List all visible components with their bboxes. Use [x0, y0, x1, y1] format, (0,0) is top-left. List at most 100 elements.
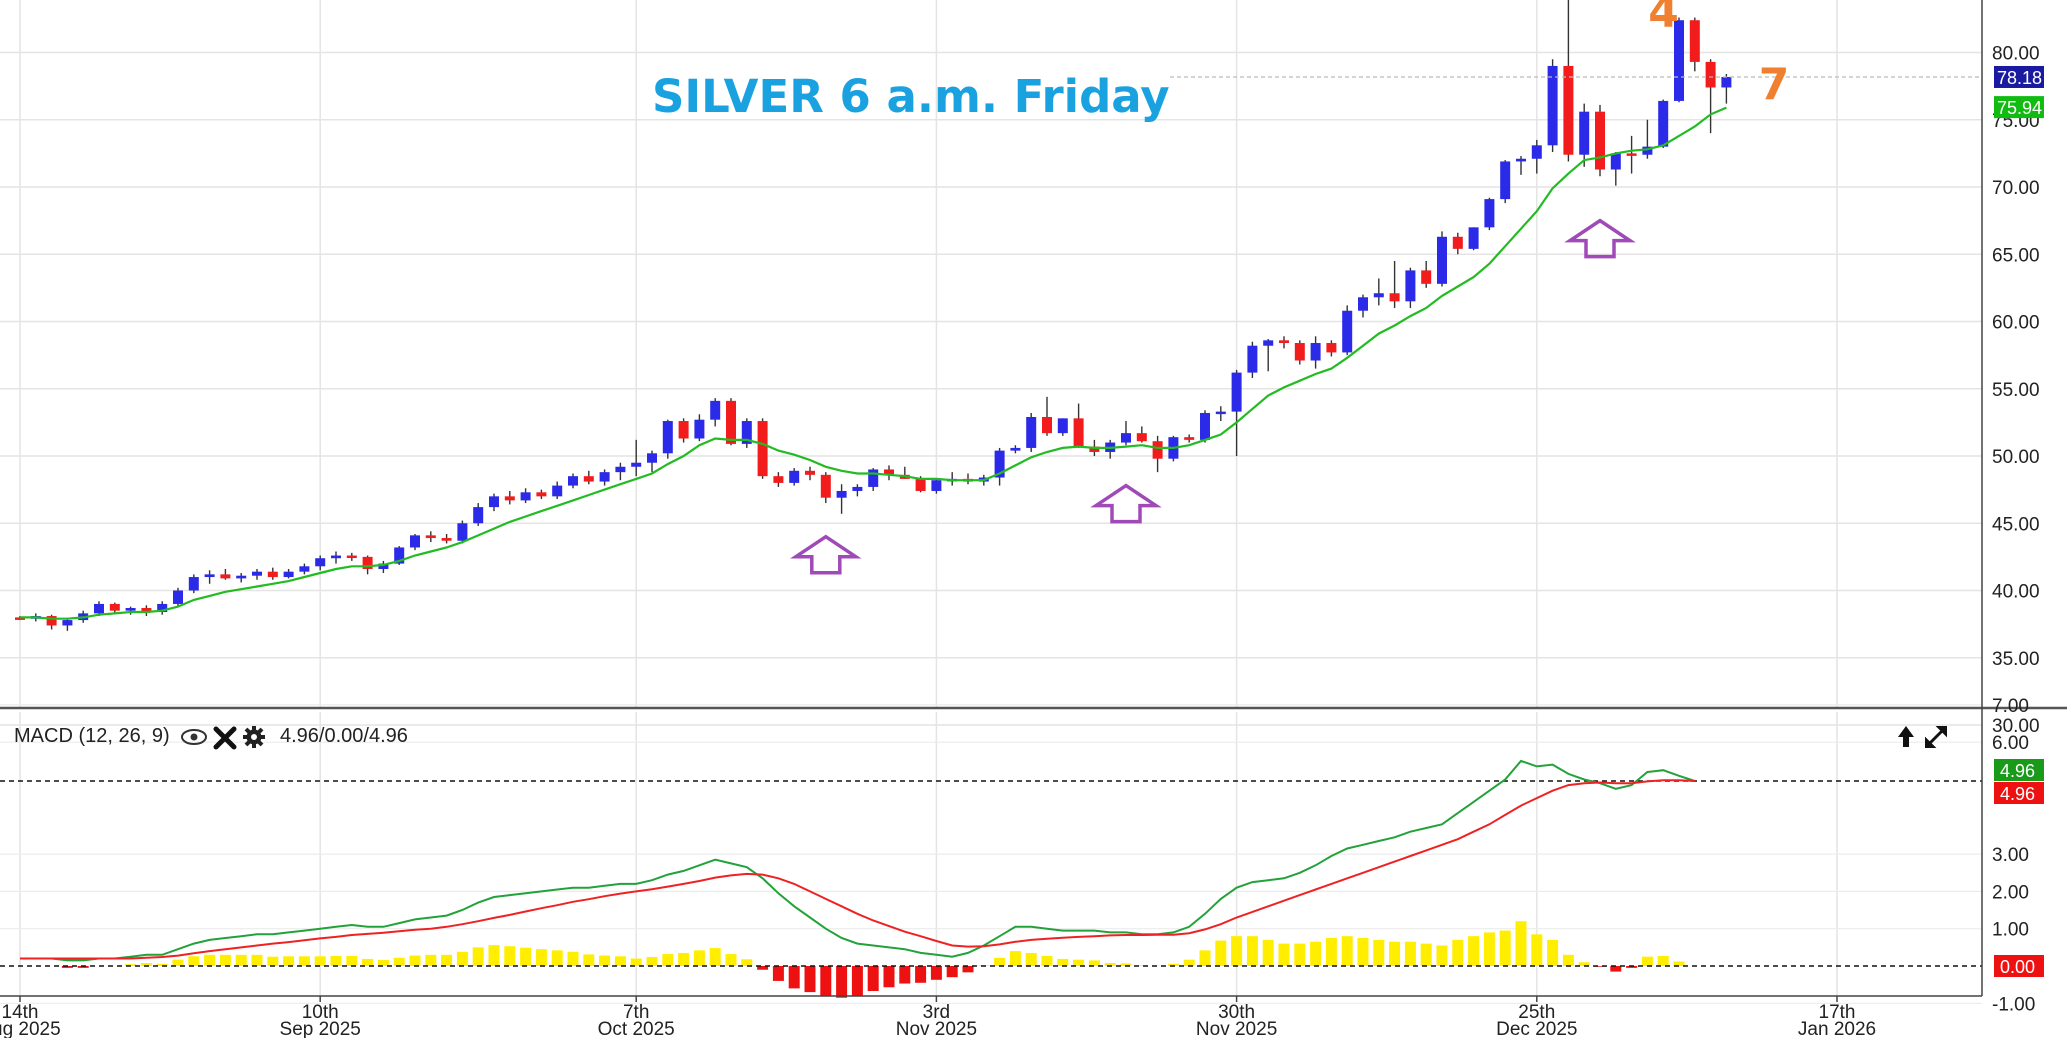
macd-histogram-bar	[219, 954, 231, 966]
candle-body	[125, 607, 136, 611]
macd-histogram-bar	[377, 960, 389, 966]
moving-average-line	[20, 106, 1727, 620]
macd-histogram-bar	[1136, 965, 1148, 966]
macd-histogram-bar	[994, 957, 1006, 966]
candle-body	[1468, 227, 1479, 249]
arrow-up-icon[interactable]	[1898, 726, 1914, 747]
candle-body	[109, 603, 120, 611]
candle-body	[489, 496, 499, 508]
macd-histogram-bar	[488, 945, 500, 966]
candle-body	[15, 617, 25, 620]
price-panel: 47	[15, 0, 1982, 631]
macd-histogram-bar	[836, 966, 848, 998]
x-tick-month: Nov 2025	[1196, 1019, 1277, 1038]
up-arrow-marker	[1564, 218, 1636, 259]
macd-histogram-bar	[725, 954, 737, 966]
candle-body	[252, 571, 262, 576]
macd-histogram-bar	[314, 956, 326, 966]
last-price-badge-text: 78.18	[1997, 68, 2042, 88]
gear-icon[interactable]	[243, 726, 265, 748]
macd-histogram-bar	[851, 966, 863, 996]
candle-body	[805, 470, 815, 475]
macd-histogram-bar	[125, 964, 137, 966]
candle-body	[173, 590, 183, 604]
candle-body	[741, 421, 752, 444]
candle-body	[1358, 297, 1368, 311]
macd-histogram-bar	[204, 954, 216, 966]
price-tick-label: 40.00	[1992, 582, 2040, 603]
candle-body	[1342, 310, 1353, 353]
macd-histogram-bar	[1294, 943, 1306, 966]
candle-body	[520, 492, 531, 501]
macd-histogram-bar	[77, 966, 89, 968]
macd-histogram-bar	[1657, 955, 1669, 966]
macd-histogram-bar	[1626, 966, 1638, 968]
x-tick-month: Oct 2025	[598, 1019, 675, 1038]
x-tick-day: 10th	[302, 1002, 339, 1023]
macd-histogram-bar	[1515, 921, 1527, 966]
macd-histogram-bar	[535, 949, 547, 966]
candle-body	[1026, 416, 1037, 448]
candle-body	[1674, 20, 1684, 101]
macd-signal-badge-text: 4.96	[2000, 784, 2035, 804]
x-tick-month: Aug 2025	[0, 1019, 61, 1038]
macd-histogram-bar	[409, 955, 421, 966]
macd-histogram-bar	[1420, 943, 1432, 966]
macd-histogram-bar	[1025, 952, 1037, 966]
macd-histogram-bar	[709, 948, 721, 966]
macd-histogram-bar	[330, 955, 342, 966]
macd-histogram-bar	[61, 966, 73, 968]
macd-histogram-bar	[520, 947, 532, 966]
candle-body	[1516, 158, 1526, 162]
ma-value-badge-text: 75.94	[1997, 98, 2042, 118]
candle-body	[678, 421, 689, 439]
wave-label: 4	[1648, 0, 1679, 38]
macd-histogram-bar	[472, 947, 484, 966]
chart-title: SILVER 6 a.m. Friday	[652, 70, 1170, 123]
candle-body	[394, 547, 405, 564]
candle-body	[868, 469, 879, 487]
macd-histogram-bar	[946, 966, 958, 978]
close-icon[interactable]	[213, 726, 237, 750]
macd-histogram-bar	[346, 955, 358, 966]
candle-body	[1484, 199, 1495, 228]
macd-histogram-bar	[1231, 936, 1243, 966]
price-tick-label: 35.00	[1992, 649, 2040, 670]
ma-value-badge	[1994, 96, 2044, 119]
macd-label: MACD (12, 26, 9)	[14, 725, 170, 747]
candle-body	[662, 421, 673, 454]
candle-body	[1626, 153, 1637, 156]
candle-body	[1057, 418, 1068, 434]
macd-hist-badge	[1994, 955, 2044, 977]
x-tick-day: 25th	[1518, 1002, 1555, 1023]
candle-body	[1595, 111, 1605, 170]
candle-body	[836, 490, 847, 498]
macd-histogram-bar	[298, 956, 310, 966]
eye-icon[interactable]	[181, 729, 207, 745]
macd-histogram-bar	[425, 954, 437, 966]
x-tick-month: Nov 2025	[896, 1019, 977, 1038]
macd-value-badge	[1994, 758, 2044, 781]
candle-body	[694, 419, 705, 439]
macd-histogram-bar	[599, 955, 611, 966]
candle-body	[1547, 65, 1558, 146]
expand-icon[interactable]	[1924, 725, 1948, 749]
candle-body	[1042, 416, 1052, 434]
candle-body	[1010, 447, 1021, 451]
x-tick-month: Sep 2025	[280, 1019, 361, 1038]
macd-histogram-bar	[1041, 955, 1053, 966]
candle-body	[931, 480, 942, 491]
macd-histogram-bar	[741, 959, 753, 966]
candle-body	[552, 485, 563, 497]
macd-histogram-bar	[1641, 956, 1653, 966]
macd-histogram-bar	[1531, 934, 1543, 966]
macd-hist-badge-text: 0.00	[2000, 957, 2035, 977]
macd-histogram-bar	[614, 956, 626, 966]
macd-histogram-bar	[1610, 966, 1622, 972]
macd-histogram-bar	[662, 954, 674, 966]
macd-histogram-bar	[1183, 959, 1195, 966]
candle-body	[1531, 145, 1542, 159]
macd-histogram-bar	[1578, 962, 1590, 966]
